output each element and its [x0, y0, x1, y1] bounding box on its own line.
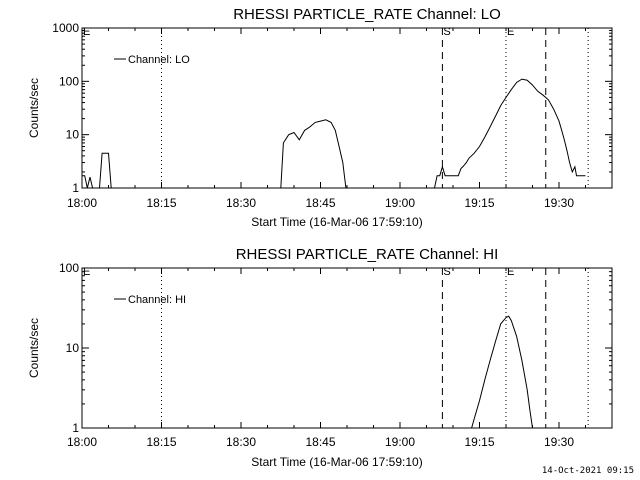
- legend: Channel: LO: [114, 54, 190, 66]
- legend-label: Channel: LO: [128, 54, 190, 66]
- y-tick-label: 10: [66, 341, 80, 355]
- chart-panel-2: RHESSI PARTICLE_RATE Channel: HI 18:00 18:…: [27, 246, 613, 469]
- x-tick-label: 19:00: [385, 196, 415, 210]
- event-marker-label: E: [83, 26, 90, 38]
- x-axis-label: Start Time (16-Mar-06 17:59:10): [251, 215, 422, 229]
- x-tick-label: 19:15: [464, 435, 494, 449]
- x-tick-label: 18:00: [67, 196, 97, 210]
- legend-label: Channel: HI: [128, 294, 186, 306]
- x-tick-label: 18:30: [226, 196, 256, 210]
- x-tick-label: 19:00: [385, 435, 415, 449]
- x-tick-label: 18:45: [305, 196, 335, 210]
- x-tick-label: 19:30: [544, 196, 574, 210]
- y-axis-label: Counts/sec: [27, 318, 41, 378]
- x-tick-label: 18:15: [146, 435, 176, 449]
- y-tick-label: 1: [72, 181, 79, 195]
- y-tick-label: 100: [59, 74, 79, 88]
- series-line: [471, 315, 533, 429]
- event-marker-label: S: [443, 26, 450, 38]
- chart-title: RHESSI PARTICLE_RATE Channel: HI: [236, 246, 499, 263]
- x-tick-label: 19:15: [464, 196, 494, 210]
- y-axis-label: Counts/sec: [27, 78, 41, 138]
- chart-panel-1: RHESSI PARTICLE_RATE Channel: LO 18:00 18:…: [27, 6, 613, 229]
- y-tick-label: 1: [72, 421, 79, 435]
- series-line: [280, 119, 347, 189]
- x-axis-label: Start Time (16-Mar-06 17:59:10): [251, 455, 422, 469]
- series-line: [99, 152, 112, 189]
- x-tick-label: 18:30: [226, 435, 256, 449]
- footer-timestamp: 14-Oct-2021 09:15: [541, 466, 634, 476]
- y-tick-label: 10: [66, 128, 80, 142]
- y-tick-label: 100: [59, 261, 79, 275]
- series-line: [434, 78, 586, 189]
- x-tick-label: 18:15: [146, 196, 176, 210]
- event-marker-label: E: [83, 266, 90, 278]
- series-line: [82, 175, 94, 189]
- x-tick-label: 19:30: [544, 435, 574, 449]
- event-marker-label: E: [507, 26, 514, 38]
- legend: Channel: HI: [114, 294, 186, 306]
- event-marker-label: S: [443, 266, 450, 278]
- y-tick-label: 1000: [52, 21, 79, 35]
- x-tick-label: 18:00: [67, 435, 97, 449]
- event-marker-label: E: [507, 266, 514, 278]
- chart-title: RHESSI PARTICLE_RATE Channel: LO: [233, 6, 501, 23]
- x-tick-label: 18:45: [305, 435, 335, 449]
